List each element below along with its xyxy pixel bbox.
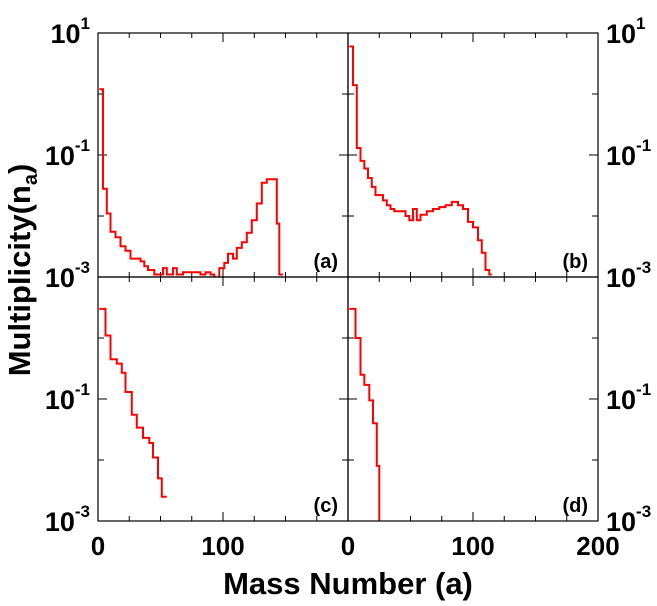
x-tick-label: 100 <box>201 531 244 561</box>
panel-label: (c) <box>314 495 338 517</box>
series-line <box>349 45 492 276</box>
panel-ticks <box>97 32 349 278</box>
y-tick-label: 10-1 <box>606 136 651 171</box>
y-axis-title: Multiplicity(na) <box>2 164 42 377</box>
y-tick-label: 10-1 <box>45 380 90 415</box>
panel-frame <box>97 276 349 522</box>
y-tick-label: 10-3 <box>606 502 651 537</box>
panel-d: (d) <box>347 276 599 522</box>
panel-ticks <box>97 276 349 522</box>
y-tick-label: 10-3 <box>606 258 651 293</box>
panel-ticks <box>347 276 599 522</box>
y-tick-label: 101 <box>606 14 646 49</box>
x-tick-label: 0 <box>91 531 105 561</box>
panel-frame <box>97 32 349 278</box>
panel-ticks <box>347 32 599 278</box>
y-axis-title-close: ) <box>2 164 37 174</box>
y-tick-label: 101 <box>50 14 90 49</box>
panel-a: (a) <box>97 32 349 278</box>
y-tick-label: 10-3 <box>45 258 90 293</box>
y-tick-label: 10-1 <box>606 380 651 415</box>
y-axis-title-main: Multiplicity(n <box>2 185 37 376</box>
x-tick-label: 100 <box>451 531 494 561</box>
tick-labels-layer: 0 100 0 100 200 101 101 10-1 10-1 10-3 10-3 10-1 10-… <box>45 14 651 561</box>
series-line <box>349 307 381 521</box>
y-tick-label: 10-1 <box>45 136 90 171</box>
panel-label: (d) <box>562 495 588 517</box>
panels-layer: (a) (b) (c) (d) <box>97 32 599 522</box>
panel-label: (a) <box>314 251 338 273</box>
y-axis-title-subscript: a <box>20 173 42 185</box>
panel-c: (c) <box>97 276 349 522</box>
x-tick-label: 0 <box>341 531 355 561</box>
x-axis-title: Mass Number (a) <box>223 566 473 601</box>
series-line <box>99 88 283 277</box>
panel-label: (b) <box>562 251 588 273</box>
series-line <box>99 307 167 498</box>
x-tick-label: 200 <box>576 531 619 561</box>
y-tick-label: 10-3 <box>45 502 90 537</box>
panel-frame <box>347 276 599 522</box>
panel-b: (b) <box>347 32 599 278</box>
panel-frame <box>347 32 599 278</box>
